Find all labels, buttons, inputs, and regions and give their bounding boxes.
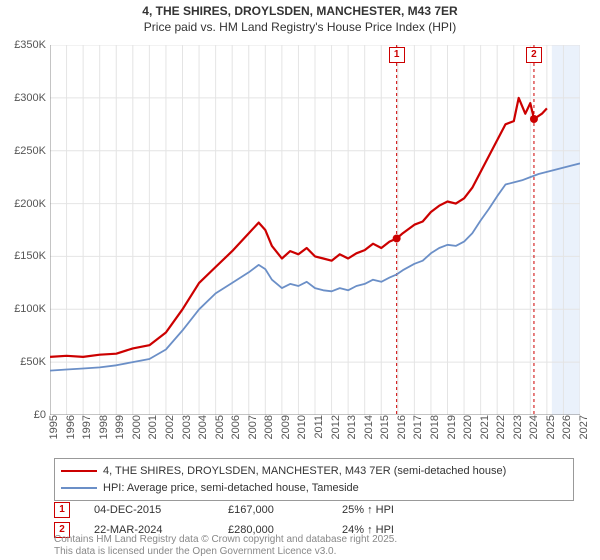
x-tick-label: 1997 xyxy=(79,415,93,439)
legend-label: HPI: Average price, semi-detached house,… xyxy=(103,480,359,497)
sale-pct: 25% ↑ HPI xyxy=(342,504,432,516)
legend-swatch xyxy=(61,487,97,489)
x-tick-label: 1998 xyxy=(96,415,110,439)
y-tick-label: £250K xyxy=(14,145,50,157)
title-line1: 4, THE SHIRES, DROYLSDEN, MANCHESTER, M4… xyxy=(0,4,600,20)
title-line2: Price paid vs. HM Land Registry's House … xyxy=(0,20,600,36)
x-tick-label: 1999 xyxy=(112,415,126,439)
x-tick-label: 2003 xyxy=(179,415,193,439)
y-tick-label: £350K xyxy=(14,39,50,51)
x-tick-label: 2013 xyxy=(344,415,358,439)
x-tick-label: 2026 xyxy=(559,415,573,439)
chart-title: 4, THE SHIRES, DROYLSDEN, MANCHESTER, M4… xyxy=(0,0,600,35)
x-tick-label: 2021 xyxy=(477,415,491,439)
x-tick-label: 2006 xyxy=(228,415,242,439)
x-tick-label: 2005 xyxy=(212,415,226,439)
legend-item-hpi: HPI: Average price, semi-detached house,… xyxy=(61,480,567,497)
sale-price: £167,000 xyxy=(228,504,318,516)
x-tick-label: 2009 xyxy=(278,415,292,439)
x-tick-label: 1996 xyxy=(63,415,77,439)
x-tick-label: 2024 xyxy=(526,415,540,439)
sale-marker-icon: 1 xyxy=(54,502,70,518)
x-tick-label: 2022 xyxy=(493,415,507,439)
x-tick-label: 2000 xyxy=(129,415,143,439)
footer-attribution: Contains HM Land Registry data © Crown c… xyxy=(54,534,397,558)
footer-line1: Contains HM Land Registry data © Crown c… xyxy=(54,534,397,546)
y-tick-label: £100K xyxy=(14,303,50,315)
x-tick-label: 2002 xyxy=(162,415,176,439)
y-tick-label: £150K xyxy=(14,250,50,262)
chart-container: { "title": { "line1": "4, THE SHIRES, DR… xyxy=(0,0,600,560)
x-tick-label: 2011 xyxy=(311,415,325,439)
x-tick-label: 2010 xyxy=(294,415,308,439)
x-tick-label: 2018 xyxy=(427,415,441,439)
chart-svg xyxy=(50,45,580,415)
x-tick-label: 1995 xyxy=(46,415,60,439)
plot-area: £0£50K£100K£150K£200K£250K£300K£350K1995… xyxy=(50,45,580,415)
x-tick-label: 2023 xyxy=(510,415,524,439)
legend-swatch xyxy=(61,470,97,472)
x-tick-label: 2001 xyxy=(145,415,159,439)
x-tick-label: 2017 xyxy=(410,415,424,439)
y-tick-label: £300K xyxy=(14,92,50,104)
x-tick-label: 2014 xyxy=(361,415,375,439)
y-tick-label: £50K xyxy=(20,356,50,368)
x-tick-label: 2008 xyxy=(261,415,275,439)
footer-line2: This data is licensed under the Open Gov… xyxy=(54,546,397,558)
y-tick-label: £200K xyxy=(14,198,50,210)
x-tick-label: 2019 xyxy=(444,415,458,439)
x-tick-label: 2004 xyxy=(195,415,209,439)
x-tick-label: 2025 xyxy=(543,415,557,439)
x-tick-label: 2012 xyxy=(328,415,342,439)
x-tick-label: 2007 xyxy=(245,415,259,439)
sale-row: 1 04-DEC-2015 £167,000 25% ↑ HPI xyxy=(54,500,574,520)
x-tick-label: 2027 xyxy=(576,415,590,439)
x-tick-label: 2015 xyxy=(377,415,391,439)
legend-item-price-paid: 4, THE SHIRES, DROYLSDEN, MANCHESTER, M4… xyxy=(61,463,567,480)
sale-date: 04-DEC-2015 xyxy=(94,504,204,516)
sale-marker-flag: 2 xyxy=(526,47,542,63)
legend-label: 4, THE SHIRES, DROYLSDEN, MANCHESTER, M4… xyxy=(103,463,506,480)
legend-box: 4, THE SHIRES, DROYLSDEN, MANCHESTER, M4… xyxy=(54,458,574,501)
x-tick-label: 2016 xyxy=(394,415,408,439)
sale-marker-flag: 1 xyxy=(389,47,405,63)
x-tick-label: 2020 xyxy=(460,415,474,439)
